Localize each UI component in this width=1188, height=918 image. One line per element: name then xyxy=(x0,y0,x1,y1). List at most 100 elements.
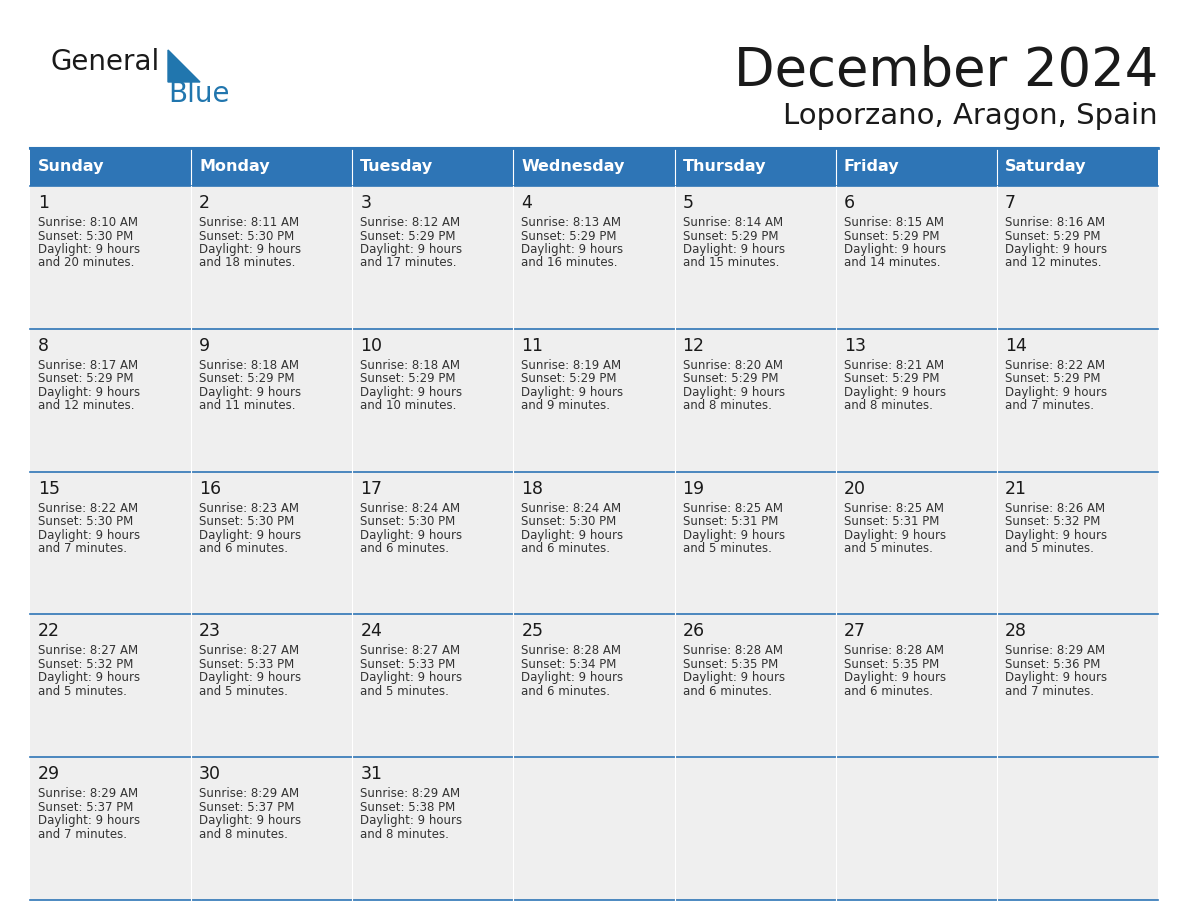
Bar xyxy=(997,472,1158,614)
Text: Sunset: 5:29 PM: Sunset: 5:29 PM xyxy=(522,373,617,386)
Text: Sunset: 5:37 PM: Sunset: 5:37 PM xyxy=(200,800,295,813)
Text: and 5 minutes.: and 5 minutes. xyxy=(200,685,287,698)
Text: Sunrise: 8:23 AM: Sunrise: 8:23 AM xyxy=(200,501,299,515)
Text: 22: 22 xyxy=(38,622,61,641)
Text: Sunset: 5:29 PM: Sunset: 5:29 PM xyxy=(843,230,940,242)
Text: Sunrise: 8:12 AM: Sunrise: 8:12 AM xyxy=(360,216,461,229)
Text: Sunrise: 8:29 AM: Sunrise: 8:29 AM xyxy=(360,788,461,800)
Text: Monday: Monday xyxy=(200,160,270,174)
Text: and 6 minutes.: and 6 minutes. xyxy=(200,543,289,555)
Bar xyxy=(353,329,513,472)
Text: Sunset: 5:30 PM: Sunset: 5:30 PM xyxy=(522,515,617,528)
Text: Sunset: 5:29 PM: Sunset: 5:29 PM xyxy=(683,230,778,242)
Text: and 5 minutes.: and 5 minutes. xyxy=(843,543,933,555)
Bar xyxy=(191,472,353,614)
Bar xyxy=(30,614,191,757)
Bar xyxy=(675,148,835,186)
Text: 14: 14 xyxy=(1005,337,1026,354)
Text: and 5 minutes.: and 5 minutes. xyxy=(683,543,771,555)
Bar xyxy=(675,472,835,614)
Text: Sunrise: 8:20 AM: Sunrise: 8:20 AM xyxy=(683,359,783,372)
Text: 8: 8 xyxy=(38,337,49,354)
Text: Daylight: 9 hours: Daylight: 9 hours xyxy=(843,386,946,398)
Text: and 18 minutes.: and 18 minutes. xyxy=(200,256,296,270)
Text: Sunday: Sunday xyxy=(38,160,105,174)
Text: 23: 23 xyxy=(200,622,221,641)
Text: General: General xyxy=(50,48,159,76)
Text: 11: 11 xyxy=(522,337,543,354)
Text: Sunrise: 8:25 AM: Sunrise: 8:25 AM xyxy=(843,501,943,515)
Text: Daylight: 9 hours: Daylight: 9 hours xyxy=(360,529,462,542)
Bar xyxy=(513,757,675,900)
Text: Sunrise: 8:22 AM: Sunrise: 8:22 AM xyxy=(38,501,138,515)
Text: and 12 minutes.: and 12 minutes. xyxy=(1005,256,1101,270)
Text: 18: 18 xyxy=(522,479,543,498)
Bar xyxy=(997,757,1158,900)
Text: and 8 minutes.: and 8 minutes. xyxy=(843,399,933,412)
Bar xyxy=(191,186,353,329)
Text: Daylight: 9 hours: Daylight: 9 hours xyxy=(360,671,462,685)
Text: Sunset: 5:35 PM: Sunset: 5:35 PM xyxy=(843,658,939,671)
Text: Daylight: 9 hours: Daylight: 9 hours xyxy=(683,386,785,398)
Text: and 7 minutes.: and 7 minutes. xyxy=(1005,685,1094,698)
Text: 25: 25 xyxy=(522,622,543,641)
Text: Sunrise: 8:16 AM: Sunrise: 8:16 AM xyxy=(1005,216,1105,229)
Bar xyxy=(835,186,997,329)
Text: Daylight: 9 hours: Daylight: 9 hours xyxy=(360,814,462,827)
Text: Sunset: 5:30 PM: Sunset: 5:30 PM xyxy=(360,515,455,528)
Text: Sunset: 5:30 PM: Sunset: 5:30 PM xyxy=(200,515,295,528)
Bar xyxy=(191,148,353,186)
Text: Daylight: 9 hours: Daylight: 9 hours xyxy=(843,243,946,256)
Bar xyxy=(30,472,191,614)
Text: Daylight: 9 hours: Daylight: 9 hours xyxy=(1005,243,1107,256)
Text: Friday: Friday xyxy=(843,160,899,174)
Text: and 8 minutes.: and 8 minutes. xyxy=(683,399,771,412)
Text: Sunrise: 8:27 AM: Sunrise: 8:27 AM xyxy=(38,644,138,657)
Text: Sunset: 5:37 PM: Sunset: 5:37 PM xyxy=(38,800,133,813)
Polygon shape xyxy=(168,50,200,82)
Bar xyxy=(30,329,191,472)
Text: and 10 minutes.: and 10 minutes. xyxy=(360,399,456,412)
Text: Sunset: 5:33 PM: Sunset: 5:33 PM xyxy=(360,658,455,671)
Text: and 16 minutes.: and 16 minutes. xyxy=(522,256,618,270)
Text: 15: 15 xyxy=(38,479,61,498)
Text: and 8 minutes.: and 8 minutes. xyxy=(200,828,287,841)
Bar xyxy=(353,614,513,757)
Text: and 5 minutes.: and 5 minutes. xyxy=(1005,543,1094,555)
Text: Sunset: 5:36 PM: Sunset: 5:36 PM xyxy=(1005,658,1100,671)
Bar xyxy=(513,186,675,329)
Text: Sunrise: 8:19 AM: Sunrise: 8:19 AM xyxy=(522,359,621,372)
Bar xyxy=(835,329,997,472)
Text: Wednesday: Wednesday xyxy=(522,160,625,174)
Text: and 6 minutes.: and 6 minutes. xyxy=(522,685,611,698)
Text: and 6 minutes.: and 6 minutes. xyxy=(522,543,611,555)
Text: 4: 4 xyxy=(522,194,532,212)
Text: 29: 29 xyxy=(38,766,61,783)
Text: Sunrise: 8:28 AM: Sunrise: 8:28 AM xyxy=(522,644,621,657)
Bar xyxy=(191,757,353,900)
Bar xyxy=(353,148,513,186)
Text: Loporzano, Aragon, Spain: Loporzano, Aragon, Spain xyxy=(783,102,1158,130)
Bar xyxy=(997,186,1158,329)
Text: Daylight: 9 hours: Daylight: 9 hours xyxy=(843,529,946,542)
Text: Sunset: 5:33 PM: Sunset: 5:33 PM xyxy=(200,658,295,671)
Bar xyxy=(353,472,513,614)
Text: Sunrise: 8:11 AM: Sunrise: 8:11 AM xyxy=(200,216,299,229)
Text: and 9 minutes.: and 9 minutes. xyxy=(522,399,611,412)
Text: 17: 17 xyxy=(360,479,383,498)
Text: Daylight: 9 hours: Daylight: 9 hours xyxy=(200,243,302,256)
Text: and 11 minutes.: and 11 minutes. xyxy=(200,399,296,412)
Bar xyxy=(675,329,835,472)
Text: Sunrise: 8:17 AM: Sunrise: 8:17 AM xyxy=(38,359,138,372)
Text: Sunrise: 8:10 AM: Sunrise: 8:10 AM xyxy=(38,216,138,229)
Text: Sunrise: 8:26 AM: Sunrise: 8:26 AM xyxy=(1005,501,1105,515)
Text: 27: 27 xyxy=(843,622,866,641)
Text: 16: 16 xyxy=(200,479,221,498)
Text: Sunrise: 8:29 AM: Sunrise: 8:29 AM xyxy=(38,788,138,800)
Text: December 2024: December 2024 xyxy=(734,45,1158,97)
Text: Daylight: 9 hours: Daylight: 9 hours xyxy=(683,671,785,685)
Text: 5: 5 xyxy=(683,194,694,212)
Text: 12: 12 xyxy=(683,337,704,354)
Text: Sunset: 5:32 PM: Sunset: 5:32 PM xyxy=(38,658,133,671)
Text: Sunset: 5:30 PM: Sunset: 5:30 PM xyxy=(38,515,133,528)
